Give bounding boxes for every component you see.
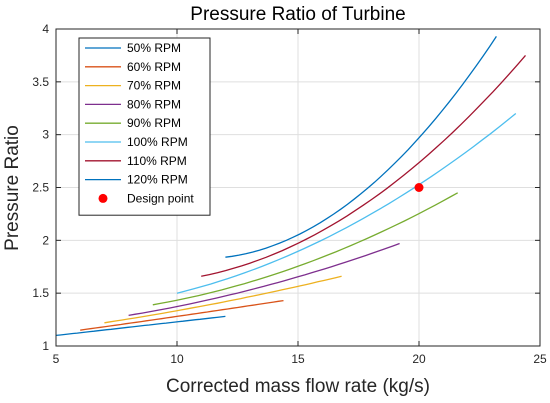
legend: 50% RPM 60% RPM 70% RPM 80% RPM 90% RPM 100% … (78, 37, 211, 216)
legend-label: Design point (127, 191, 194, 205)
series-line-4 (128, 242, 400, 317)
series-line-5 (152, 192, 459, 306)
series-line-2 (80, 299, 284, 331)
y-tick-label: 4 (42, 22, 49, 36)
y-tick-label: 2.5 (32, 181, 49, 195)
legend-label: 70% RPM (127, 79, 181, 93)
legend-label: 50% RPM (127, 41, 181, 55)
legend-label: 80% RPM (127, 97, 181, 111)
legend-label: 60% RPM (127, 60, 181, 74)
legend-label: 90% RPM (127, 116, 181, 130)
x-tick-label: 15 (291, 352, 305, 366)
legend-label: 110% RPM (127, 154, 187, 168)
series-line-3 (104, 275, 342, 324)
axes-box (55, 28, 541, 347)
x-tick-label: 25 (533, 352, 547, 366)
y-tick-label: 1 (42, 339, 49, 353)
series-line-8 (225, 36, 497, 258)
x-tick-label: 20 (412, 352, 426, 366)
x-tick-label: 10 (170, 352, 184, 366)
series-line-7 (201, 54, 526, 277)
series-line-1 (55, 315, 226, 337)
legend-box (78, 37, 211, 216)
design-point-marker (414, 183, 424, 192)
y-tick-label: 2 (42, 233, 49, 247)
x-axis-title: Corrected mass flow rate (kg/s) (166, 376, 430, 397)
x-tick-label: 5 (53, 352, 60, 366)
y-tick-label: 1.5 (32, 286, 49, 300)
chart-title: Pressure Ratio of Turbine (190, 4, 405, 25)
y-tick-label: 3.5 (32, 75, 49, 89)
legend-marker (98, 193, 108, 203)
y-tick-label: 3 (42, 128, 49, 142)
legend-label: 120% RPM (127, 173, 188, 187)
y-axis-title: Pressure Ratio (2, 125, 23, 251)
series-line-6 (176, 112, 517, 294)
legend-label: 100% RPM (127, 135, 188, 149)
